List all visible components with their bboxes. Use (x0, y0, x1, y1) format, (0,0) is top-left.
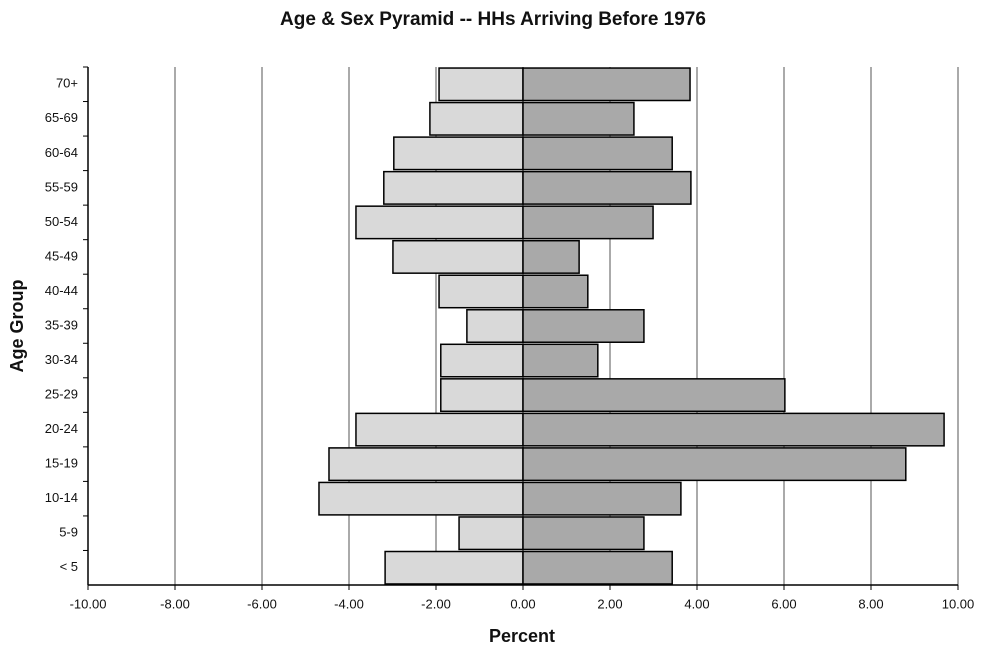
bar (522, 239, 580, 274)
y-tick-label: 20-24 (45, 421, 78, 436)
y-axis-label: Age Group (7, 279, 27, 372)
bar (438, 67, 524, 102)
bar (466, 309, 524, 343)
bar (522, 136, 673, 171)
bar (522, 550, 673, 585)
bar (458, 516, 524, 551)
x-tick-label: 2.00 (597, 596, 622, 611)
y-tick-label: 65-69 (45, 110, 78, 125)
y-tick-label: 50-54 (45, 214, 78, 229)
y-tick-label: 45-49 (45, 248, 78, 263)
y-tick-label: 10-14 (45, 490, 78, 505)
x-tick-label: 4.00 (684, 596, 709, 611)
bar (429, 101, 524, 136)
x-tick-label: 8.00 (858, 596, 883, 611)
x-tick-label: -2.00 (421, 596, 451, 611)
x-tick-label: -10.00 (70, 596, 107, 611)
bar (522, 412, 945, 447)
y-tick-label: 5-9 (59, 525, 78, 540)
y-tick-label: 60-64 (45, 145, 78, 160)
x-tick-label: 0.00 (510, 596, 535, 611)
x-tick-label: 6.00 (771, 596, 796, 611)
bar (522, 343, 599, 378)
bar (383, 170, 524, 205)
bar (522, 516, 645, 551)
x-tick-label: 10.00 (942, 596, 975, 611)
bar (393, 136, 524, 171)
bar (522, 481, 682, 516)
bar (355, 205, 524, 240)
bar (440, 343, 524, 378)
chart-title: Age & Sex Pyramid -- HHs Arriving Before… (280, 9, 706, 30)
bar (522, 101, 635, 136)
y-tick-label: 55-59 (45, 179, 78, 194)
y-tick-label: 70+ (56, 76, 78, 91)
y-tick-label: 35-39 (45, 317, 78, 332)
y-tick-label: 40-44 (45, 283, 78, 298)
bar (522, 309, 645, 343)
bar (522, 447, 907, 482)
x-tick-label: -8.00 (160, 596, 190, 611)
y-tick-label: 30-34 (45, 352, 78, 367)
bar (522, 205, 654, 240)
bar (318, 481, 524, 516)
bar (522, 378, 786, 413)
bar (328, 447, 524, 482)
y-tick-label: 25-29 (45, 387, 78, 402)
bar (392, 239, 524, 274)
bar (522, 67, 691, 102)
bar (440, 378, 524, 413)
y-tick-label: 15-19 (45, 456, 78, 471)
x-axis-label: Percent (489, 626, 555, 646)
bar (522, 274, 589, 309)
bar (522, 170, 692, 205)
y-tick-label: < 5 (60, 559, 78, 574)
bar (438, 274, 524, 309)
bar (355, 412, 524, 447)
x-tick-label: -4.00 (334, 596, 364, 611)
bar (384, 550, 524, 585)
x-tick-label: -6.00 (247, 596, 277, 611)
